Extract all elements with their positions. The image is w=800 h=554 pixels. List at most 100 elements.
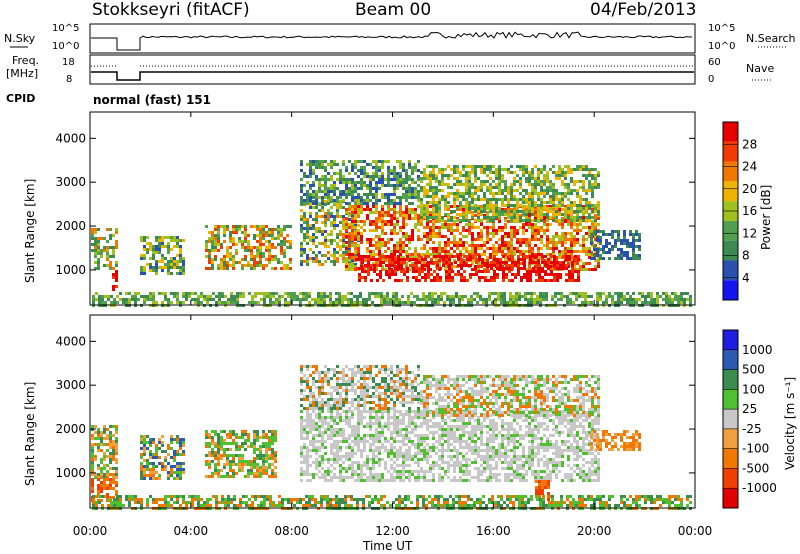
heatmap-cell bbox=[97, 243, 100, 246]
heatmap-cell bbox=[315, 440, 318, 443]
heatmap-cell bbox=[459, 195, 462, 198]
heatmap-cell bbox=[212, 298, 215, 301]
date-title: 04/Feb/2013 bbox=[590, 0, 697, 20]
heatmap-cell bbox=[223, 234, 226, 237]
heatmap-cell bbox=[321, 434, 324, 437]
heatmap-cell bbox=[366, 208, 369, 211]
heatmap-cell bbox=[444, 235, 447, 238]
heatmap-cell bbox=[486, 204, 489, 207]
heatmap-cell bbox=[226, 267, 229, 270]
heatmap-cell bbox=[396, 250, 399, 253]
heatmap-cell bbox=[426, 207, 429, 210]
heatmap-cell bbox=[579, 210, 582, 213]
heatmap-cell bbox=[164, 236, 167, 239]
heatmap-cell bbox=[406, 258, 409, 261]
heatmap-cell bbox=[381, 208, 384, 211]
heatmap-cell bbox=[487, 270, 490, 273]
heatmap-cell bbox=[379, 270, 382, 273]
heatmap-cell bbox=[351, 256, 354, 259]
heatmap-cell bbox=[342, 245, 345, 248]
heatmap-cell bbox=[481, 270, 484, 273]
heatmap-cell bbox=[315, 452, 318, 455]
heatmap-cell bbox=[97, 237, 100, 240]
heatmap-cell bbox=[393, 208, 396, 211]
heatmap-cell bbox=[226, 463, 229, 466]
heatmap-cell bbox=[417, 253, 420, 256]
heatmap-cell bbox=[327, 178, 330, 181]
heatmap-cell bbox=[529, 276, 532, 279]
heatmap-cell bbox=[483, 253, 486, 256]
heatmap-cell bbox=[167, 263, 170, 266]
heatmap-cell bbox=[486, 180, 489, 183]
heatmap-cell bbox=[393, 202, 396, 205]
heatmap-cell bbox=[566, 301, 569, 304]
heatmap-cell bbox=[579, 268, 582, 271]
heatmap-cell bbox=[143, 301, 146, 304]
heatmap-cell bbox=[208, 252, 211, 255]
heatmap-cell bbox=[390, 250, 393, 253]
heatmap-cell bbox=[448, 270, 451, 273]
heatmap-cell bbox=[564, 205, 567, 208]
heatmap-cell bbox=[262, 436, 265, 439]
heatmap-cell bbox=[462, 174, 465, 177]
heatmap-cell bbox=[333, 215, 336, 218]
heatmap-cell bbox=[229, 469, 232, 472]
heatmap-cell bbox=[357, 431, 360, 434]
heatmap-cell bbox=[318, 227, 321, 230]
heatmap-cell bbox=[411, 196, 414, 199]
heatmap-cell bbox=[179, 468, 182, 471]
heatmap-cell bbox=[259, 255, 262, 258]
heatmap-cell bbox=[375, 220, 378, 223]
heatmap-cell bbox=[312, 181, 315, 184]
heatmap-cell bbox=[262, 255, 265, 258]
heatmap-cell bbox=[320, 295, 323, 298]
heatmap-cell bbox=[321, 163, 324, 166]
heatmap-cell bbox=[357, 220, 360, 223]
heatmap-cell bbox=[509, 298, 512, 301]
heatmap-cell bbox=[226, 433, 229, 436]
heatmap-cell bbox=[519, 214, 522, 217]
heatmap-cell bbox=[351, 446, 354, 449]
heatmap-cell bbox=[182, 471, 185, 474]
heatmap-cell bbox=[500, 295, 503, 298]
heatmap-cell bbox=[149, 438, 152, 441]
heatmap-cell bbox=[588, 171, 591, 174]
heatmap-cell bbox=[241, 240, 244, 243]
heatmap-cell bbox=[229, 255, 232, 258]
heatmap-cell bbox=[205, 436, 208, 439]
heatmap-cell bbox=[459, 174, 462, 177]
heatmap-cell bbox=[354, 226, 357, 229]
heatmap-cell bbox=[471, 247, 474, 250]
heatmap-cell bbox=[534, 268, 537, 271]
heatmap-cell bbox=[217, 225, 220, 228]
heatmap-cell bbox=[608, 292, 611, 295]
heatmap-cell bbox=[408, 268, 411, 271]
heatmap-cell bbox=[256, 252, 259, 255]
heatmap-cell bbox=[480, 165, 483, 168]
heatmap-cell bbox=[579, 165, 582, 168]
heatmap-cell bbox=[546, 265, 549, 268]
heatmap-cell bbox=[170, 441, 173, 444]
heatmap-cell bbox=[408, 190, 411, 193]
heatmap-cell bbox=[369, 178, 372, 181]
heatmap-cell bbox=[677, 298, 680, 301]
heatmap-cell bbox=[100, 487, 103, 490]
heatmap-cell bbox=[448, 276, 451, 279]
heatmap-cell bbox=[576, 229, 579, 232]
heatmap-cell bbox=[211, 472, 214, 475]
heatmap-cell bbox=[211, 454, 214, 457]
heatmap-cell bbox=[339, 455, 342, 458]
heatmap-cell bbox=[233, 301, 236, 304]
heatmap-cell bbox=[570, 235, 573, 238]
heatmap-cell bbox=[438, 247, 441, 250]
heatmap-cell bbox=[480, 247, 483, 250]
heatmap-cell bbox=[115, 490, 118, 493]
heatmap-cell bbox=[97, 443, 100, 446]
heatmap-cell bbox=[420, 238, 423, 241]
heatmap-cell bbox=[585, 219, 588, 222]
heatmap-cell bbox=[257, 292, 260, 295]
heatmap-cell bbox=[205, 463, 208, 466]
heatmap-cell bbox=[378, 238, 381, 241]
heatmap-cell bbox=[447, 250, 450, 253]
heatmap-cell bbox=[467, 301, 470, 304]
